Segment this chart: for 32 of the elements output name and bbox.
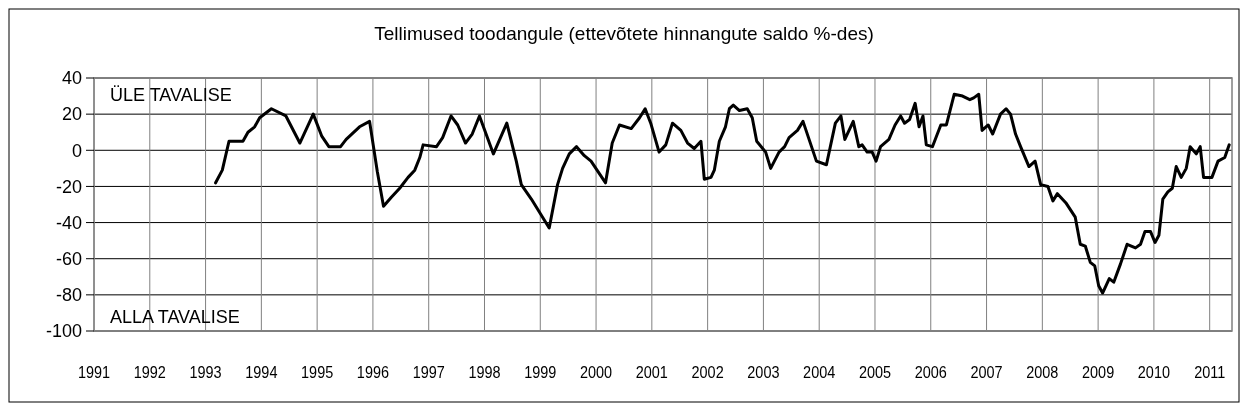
- y-tick-label: 20: [61, 104, 82, 125]
- x-tick-label: 2002: [691, 362, 724, 382]
- x-tick-label: 2003: [747, 362, 780, 382]
- x-tick-label: 2011: [1194, 362, 1226, 382]
- x-tick-label: 1992: [133, 362, 166, 382]
- x-tick-label: 1997: [412, 362, 445, 382]
- annotation: ÜLE TAVALISE: [110, 85, 232, 105]
- y-tick-label: -40: [55, 212, 82, 233]
- x-tick-label: 1995: [301, 362, 334, 382]
- y-tick-label: -60: [55, 249, 82, 270]
- y-tick-label: -80: [55, 285, 82, 306]
- y-tick-label: -100: [45, 321, 82, 342]
- x-tick-label: 2007: [970, 362, 1003, 382]
- x-tick-label: 2001: [635, 362, 668, 382]
- x-tick-label: 2005: [858, 362, 892, 382]
- chart-title: Tellimused toodangule (ettevõtete hinnangute saldo %-des): [374, 23, 874, 44]
- x-tick-label: 2006: [914, 362, 948, 382]
- x-tick-label: 1998: [468, 362, 501, 382]
- x-tick-label: 1991: [77, 362, 111, 382]
- x-tick-label: 1993: [189, 362, 222, 382]
- x-tick-label: 2009: [1082, 362, 1115, 382]
- y-tick-label: 0: [71, 140, 82, 161]
- y-tick-label: -20: [55, 176, 82, 197]
- x-tick-label: 1996: [356, 362, 390, 382]
- y-tick-label: 40: [61, 68, 82, 89]
- x-tick-label: 2000: [579, 362, 613, 382]
- x-tick-label: 1999: [524, 362, 557, 382]
- x-tick-label: 2004: [803, 362, 836, 382]
- x-tick-label: 2008: [1026, 362, 1059, 382]
- annotation: ALLA TAVALISE: [110, 307, 240, 327]
- x-tick-label: 1994: [245, 362, 278, 382]
- x-tick-label: 2010: [1137, 362, 1171, 382]
